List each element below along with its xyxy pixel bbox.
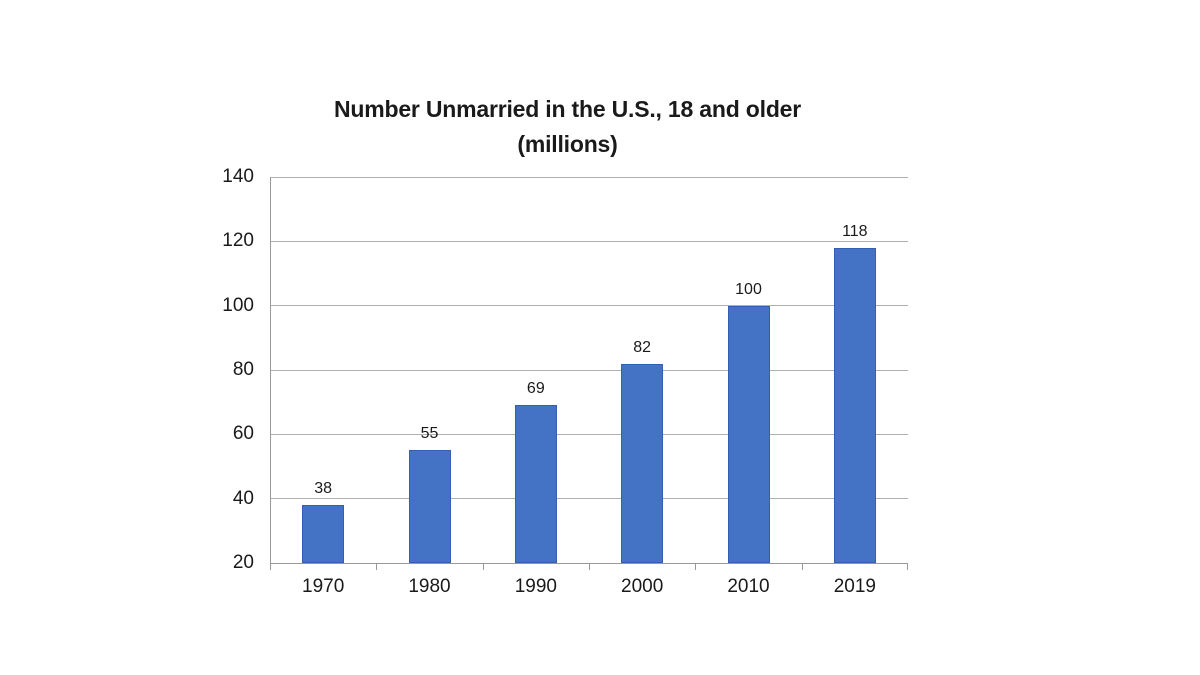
- x-axis-tick-label: 1980: [408, 576, 451, 597]
- bar-1990: [514, 405, 557, 563]
- x-axis-tick-label: 1990: [514, 576, 557, 597]
- gridline: [270, 176, 908, 178]
- bar-value-label: 38: [314, 480, 333, 498]
- x-axis-tick-label: 2000: [621, 576, 664, 597]
- x-axis-tick-label: 2019: [833, 576, 876, 597]
- x-axis-tick-mark: [802, 563, 803, 570]
- bar-2000: [621, 363, 664, 563]
- y-axis-tick-label: 100: [222, 294, 254, 316]
- bar-2019: [833, 247, 876, 563]
- bar-1970: [302, 505, 345, 563]
- y-axis-tick-label: 60: [232, 423, 254, 445]
- x-axis-tick-label: 2010: [727, 576, 770, 597]
- chart-title-line2: (millions): [517, 131, 618, 157]
- bar-value-label: 69: [526, 380, 545, 398]
- x-axis-tick-mark: [270, 563, 271, 570]
- y-axis-tick-label: 80: [232, 359, 254, 380]
- chart-title-line1: Number Unmarried in the U.S., 18 and old…: [333, 96, 802, 122]
- bar-2010: [727, 305, 770, 563]
- x-axis-tick-label: 1970: [302, 576, 345, 597]
- x-axis-tick-mark: [589, 563, 590, 570]
- x-axis-tick-mark: [483, 563, 484, 570]
- gridline: [270, 240, 908, 242]
- gridline: [270, 498, 908, 500]
- chart-title: Number Unmarried in the U.S., 18 and old…: [200, 92, 935, 162]
- gridline: [270, 369, 908, 371]
- x-axis-tick-mark: [376, 563, 377, 570]
- y-axis-line: [270, 177, 271, 570]
- y-axis-tick-label: 120: [222, 230, 254, 252]
- y-axis-tick-label: 20: [232, 552, 254, 573]
- bar-1980: [408, 450, 451, 563]
- plot-area: 20 40 60 80 100 120 140 38 1970 55 1980 69 1990 82 200…: [222, 166, 908, 597]
- gridline: [270, 433, 908, 435]
- y-axis-tick-label: 140: [222, 166, 254, 187]
- bar-value-label: 118: [842, 222, 868, 240]
- gridline: [270, 305, 908, 307]
- y-axis-tick-label: 40: [232, 487, 254, 509]
- bar-value-label: 82: [633, 338, 652, 356]
- x-axis-tick-mark: [907, 563, 908, 570]
- bar-value-label: 55: [420, 425, 439, 443]
- bar-value-label: 100: [735, 280, 762, 298]
- x-axis-tick-mark: [695, 563, 696, 570]
